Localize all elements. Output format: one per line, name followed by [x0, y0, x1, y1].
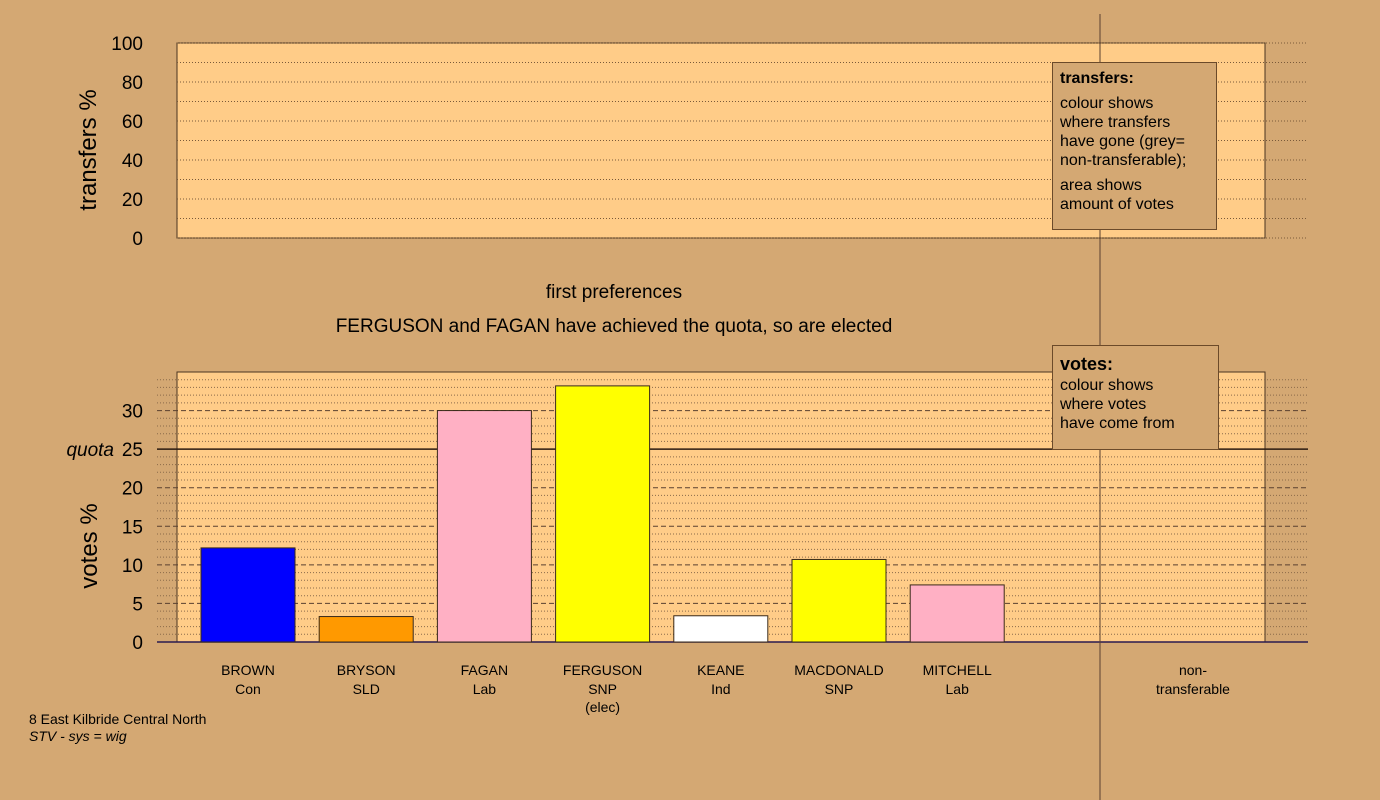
- transfers-legend-line: area shows: [1060, 177, 1142, 194]
- votes-y-tick-label: 20: [122, 479, 143, 500]
- transfers-legend-title: transfers:: [1060, 70, 1134, 87]
- votes-y-tick-label: 0: [132, 633, 143, 654]
- nontransferable-label: transferable: [1156, 681, 1230, 697]
- votes-y-tick-label: 30: [122, 402, 143, 423]
- bar-bryson: [318, 616, 414, 643]
- candidate-party-label: Ind: [711, 681, 730, 697]
- votes-legend-title: votes:: [1060, 354, 1114, 374]
- votes-legend-line: have come from: [1060, 415, 1175, 432]
- footer-ward: 8 East Kilbride Central North: [29, 711, 207, 727]
- transfers-y-axis-label: transfers %: [75, 89, 102, 210]
- candidate-name-label: KEANE: [697, 662, 744, 678]
- bar-brown: [200, 547, 296, 643]
- votes-legend-line: colour shows: [1060, 377, 1154, 394]
- candidate-name-label: FAGAN: [461, 662, 508, 678]
- candidate-name-label: BROWN: [221, 662, 275, 678]
- candidate-party-label: SLD: [353, 681, 380, 697]
- candidate-party-label: Lab: [473, 681, 497, 697]
- votes-y-axis-label: votes %: [76, 503, 103, 588]
- candidate-party-label: SNP: [825, 681, 854, 697]
- votes-legend-line: where votes: [1060, 396, 1147, 413]
- chart-subtitle: FERGUSON and FAGAN have achieved the quo…: [336, 316, 893, 337]
- transfers-legend: transfers: colour shows where transfers …: [1052, 62, 1217, 230]
- quota-label: quota: [66, 440, 114, 461]
- candidate-party-label: Lab: [946, 681, 970, 697]
- transfers-y-tick-label: 60: [122, 112, 143, 133]
- votes-y-tick-label: 5: [132, 594, 143, 615]
- votes-y-tick-label: 15: [122, 517, 143, 538]
- votes-y-tick-label: 25: [122, 440, 143, 461]
- bar-mitchell: [909, 584, 1005, 643]
- transfers-y-tick-label: 40: [122, 151, 143, 172]
- bar-ferguson: [555, 385, 651, 643]
- bar-keane: [673, 615, 769, 643]
- footer-system: STV - sys = wig: [29, 728, 127, 744]
- candidate-party-label: SNP: [588, 681, 617, 697]
- transfers-legend-line: where transfers: [1060, 114, 1171, 131]
- candidate-name-label: FERGUSON: [563, 662, 642, 678]
- candidate-name-label: BRYSON: [337, 662, 396, 678]
- candidate-status-label: (elec): [585, 699, 620, 715]
- chart-title: first preferences: [546, 282, 682, 303]
- transfers-y-tick-label: 100: [111, 34, 143, 55]
- nontransferable-label: non-: [1179, 662, 1207, 678]
- candidate-name-label: MITCHELL: [923, 662, 992, 678]
- transfers-legend-line: amount of votes: [1060, 196, 1174, 213]
- candidate-name-label: MACDONALD: [794, 662, 883, 678]
- footer-caption: 8 East Kilbride Central North STV - sys …: [29, 711, 206, 745]
- transfers-y-tick-label: 0: [132, 229, 143, 250]
- votes-y-tick-label: 10: [122, 556, 143, 577]
- candidate-party-label: Con: [235, 681, 261, 697]
- transfers-y-tick-label: 20: [122, 190, 143, 211]
- votes-legend: votes: colour shows where votes have com…: [1052, 345, 1219, 450]
- transfers-legend-line: non-transferable);: [1060, 152, 1187, 169]
- transfers-y-tick-label: 80: [122, 73, 143, 94]
- transfers-legend-line: have gone (grey=: [1060, 133, 1185, 150]
- bar-macdonald: [791, 558, 887, 643]
- bar-fagan: [436, 410, 532, 643]
- transfers-legend-line: colour shows: [1060, 95, 1154, 112]
